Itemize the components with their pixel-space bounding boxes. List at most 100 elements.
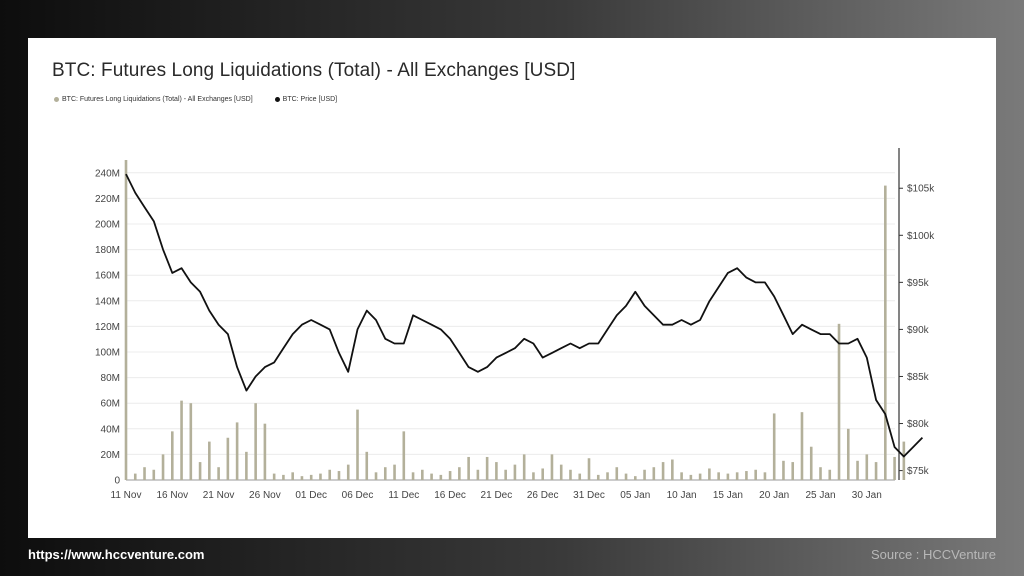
- liquidation-bar-13: [245, 451, 248, 480]
- y-left-tick-label: 140M: [95, 296, 120, 307]
- liquidation-bar-30: [402, 431, 406, 480]
- legend-item-liquidations[interactable]: BTC: Futures Long Liquidations (Total) -…: [54, 96, 253, 103]
- x-tick-label: 20 Jan: [759, 490, 789, 501]
- liquidation-bar-36: [458, 467, 461, 480]
- liquidation-bar-77: [837, 323, 841, 480]
- liquidation-bar-64: [717, 472, 720, 480]
- x-tick-label: 21 Nov: [203, 490, 235, 501]
- x-tick-label: 10 Jan: [667, 490, 697, 501]
- liquidation-bar-34: [439, 474, 443, 480]
- liquidation-bar-72: [791, 462, 795, 480]
- y-left-tick-label: 40M: [101, 424, 120, 435]
- liquidation-bar-52: [606, 472, 609, 480]
- liquidation-bar-2: [143, 467, 146, 480]
- liquidation-bar-43: [522, 454, 526, 480]
- liquidation-bar-28: [383, 467, 387, 480]
- liquidation-bar-55: [634, 476, 637, 480]
- liquidation-bar-22: [328, 469, 332, 480]
- liquidation-bar-50: [587, 458, 591, 480]
- liquidation-bar-65: [726, 473, 730, 480]
- y-right-tick-label: $100k: [907, 231, 935, 242]
- x-tick-label: 25 Jan: [805, 490, 835, 501]
- liquidation-bar-10: [217, 467, 220, 480]
- y-left-tick-label: 240M: [95, 168, 120, 179]
- y-left-tick-label: 0: [114, 476, 120, 487]
- liquidation-bar-81: [874, 462, 878, 480]
- liquidation-bar-19: [300, 476, 304, 480]
- liquidation-bar-3: [152, 469, 156, 480]
- liquidation-bar-0: [124, 160, 128, 480]
- x-tick-label: 31 Dec: [573, 490, 605, 501]
- liquidation-bar-23: [337, 471, 341, 480]
- y-left-tick-label: 120M: [95, 322, 120, 333]
- liquidation-bar-57: [652, 467, 656, 480]
- y-right-tick-label: $105k: [907, 184, 935, 195]
- liquidation-bar-18: [291, 472, 294, 480]
- y-right-tick-label: $95k: [907, 278, 930, 289]
- liquidation-bar-37: [467, 456, 470, 480]
- liquidation-bar-38: [476, 469, 480, 480]
- liquidation-bar-6: [180, 400, 183, 480]
- liquidation-bar-40: [495, 462, 498, 480]
- x-tick-label: 26 Dec: [527, 490, 559, 501]
- liquidation-bar-35: [448, 471, 452, 480]
- liquidation-bar-61: [689, 474, 693, 480]
- liquidation-bar-20: [309, 474, 313, 480]
- chart-legend[interactable]: BTC: Futures Long Liquidations (Total) -…: [54, 96, 337, 103]
- liquidation-bar-39: [485, 456, 489, 480]
- y-left-tick-label: 200M: [95, 220, 120, 231]
- y-right-tick-label: $75k: [907, 466, 930, 477]
- liquidation-bar-44: [532, 472, 535, 480]
- liquidation-bar-76: [828, 469, 832, 480]
- y-left-tick-label: 80M: [101, 373, 120, 384]
- liquidation-bar-71: [782, 460, 785, 480]
- chart-plot: 0 20M 40M 60M 80M 100M 120M 140M 160M 180M 200M 220…: [95, 148, 935, 501]
- chart-title: BTC: Futures Long Liquidations (Total) -…: [52, 60, 576, 81]
- x-tick-label: 16 Dec: [434, 490, 466, 501]
- x-tick-label: 11 Nov: [111, 490, 142, 501]
- liquidation-bar-82: [884, 185, 887, 480]
- liquidation-bar-74: [809, 446, 813, 480]
- liquidation-bar-70: [772, 413, 776, 480]
- liquidation-bar-41: [504, 469, 507, 480]
- liquidation-bar-42: [513, 464, 517, 480]
- y-right-tick-label: $90k: [907, 325, 930, 336]
- liquidation-bar-4: [161, 454, 165, 480]
- y-right-tick-label: $80k: [907, 419, 930, 430]
- liquidation-bar-60: [680, 472, 683, 480]
- liquidation-bar-75: [819, 467, 822, 480]
- legend-label-price: BTC: Price [USD]: [282, 96, 338, 103]
- footer-website-link[interactable]: https://www.hccventure.com: [28, 547, 205, 562]
- x-tick-label: 21 Dec: [481, 490, 513, 501]
- liquidation-bar-56: [643, 469, 646, 480]
- y-left-tick-label: 220M: [95, 194, 120, 205]
- legend-swatch-price: [274, 97, 280, 102]
- x-tick-label: 15 Jan: [713, 490, 743, 501]
- liquidation-bar-83: [893, 456, 896, 480]
- y-left-tick-label: 160M: [95, 271, 120, 282]
- legend-item-price[interactable]: BTC: Price [USD]: [274, 96, 338, 103]
- liquidation-bar-15: [263, 423, 267, 480]
- liquidation-bar-68: [754, 469, 757, 480]
- liquidation-bar-53: [615, 467, 619, 480]
- liquidation-bar-63: [708, 468, 711, 480]
- liquidation-bar-9: [208, 441, 211, 480]
- liquidation-bar-67: [745, 471, 748, 480]
- liquidation-bar-14: [254, 403, 257, 480]
- liquidation-bar-16: [272, 473, 276, 480]
- price-line: [125, 173, 924, 458]
- x-tick-label: 05 Jan: [620, 490, 650, 501]
- liquidation-bar-11: [226, 437, 230, 480]
- y-left-tick-label: 180M: [95, 245, 120, 256]
- x-tick-label: 06 Dec: [342, 490, 374, 501]
- liquidation-bar-45: [541, 468, 544, 480]
- liquidation-bar-58: [661, 462, 665, 480]
- liquidation-bar-59: [671, 459, 674, 480]
- liquidation-bar-49: [578, 473, 582, 480]
- liquidation-bar-5: [171, 431, 174, 480]
- liquidation-bar-66: [735, 472, 739, 480]
- liquidation-bar-17: [282, 474, 285, 480]
- liquidation-bar-31: [411, 472, 415, 480]
- liquidation-bar-69: [763, 472, 767, 480]
- liquidation-bar-80: [865, 454, 869, 480]
